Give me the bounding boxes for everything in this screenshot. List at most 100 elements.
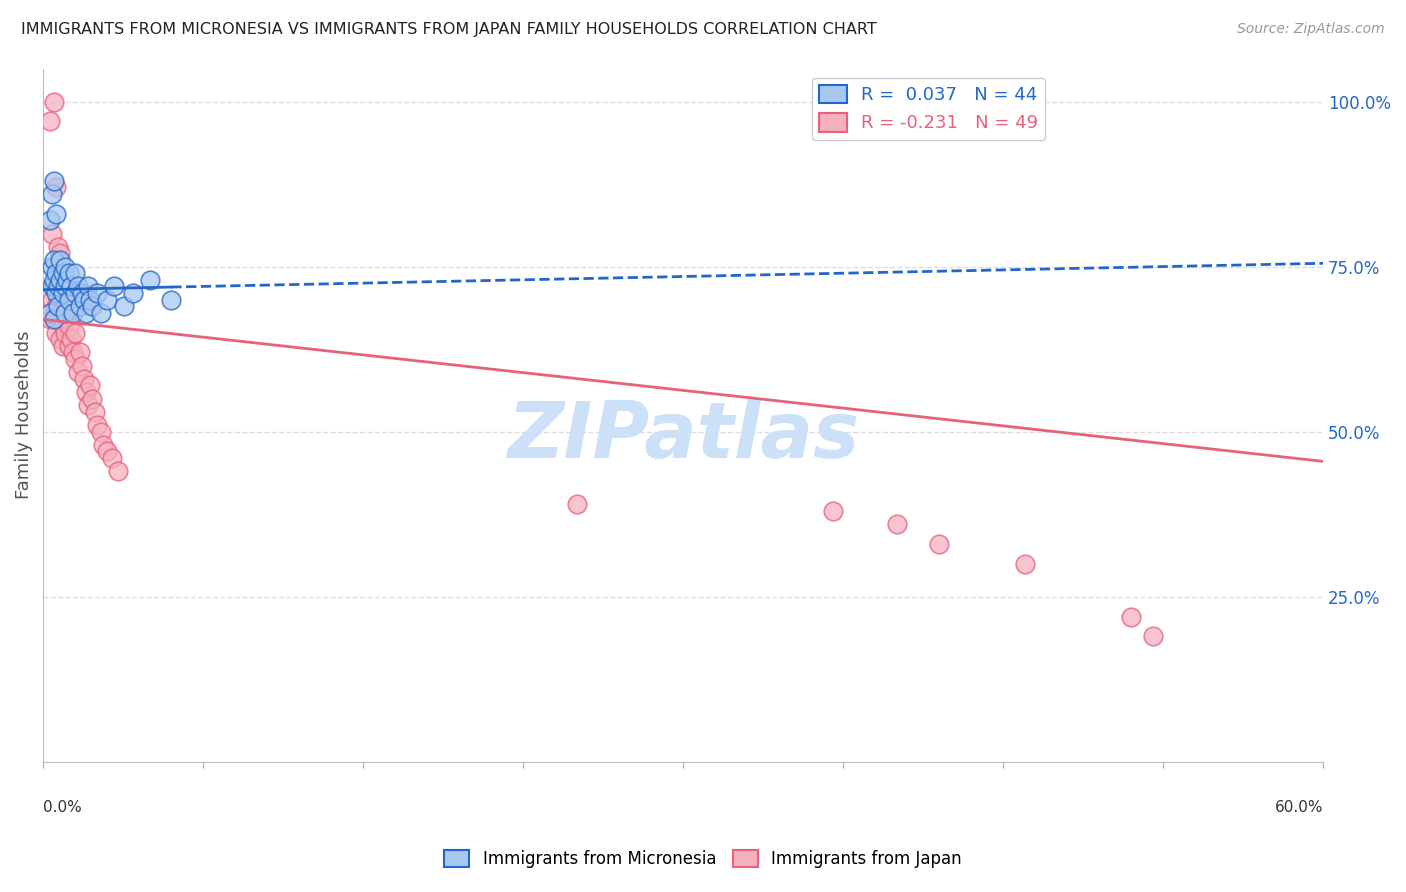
Point [114,299,136,313]
Text: ZIPatlas: ZIPatlas [508,398,859,474]
Point [46,279,69,293]
Point [53,306,76,320]
Text: 60.0%: 60.0% [1275,800,1323,815]
Point [91,438,114,452]
Point [46,240,69,254]
Point [41,293,63,307]
Point [103,279,125,293]
Point [60,332,83,346]
Point [66,279,89,293]
Point [1121,609,1143,624]
Point [65,326,87,340]
Point [86,285,108,300]
Point [45,285,67,300]
Text: 0.0%: 0.0% [44,800,82,815]
Point [52,266,75,280]
Point [53,260,76,274]
Point [58,318,80,333]
Point [73,293,96,307]
Point [73,372,96,386]
Point [821,504,844,518]
Point [45,326,67,340]
Text: Source: ZipAtlas.com: Source: ZipAtlas.com [1237,22,1385,37]
Point [52,318,75,333]
Point [75,385,97,400]
Point [77,279,100,293]
Point [46,299,69,313]
Point [79,378,101,392]
Point [96,444,118,458]
Point [70,359,93,373]
Point [49,332,72,346]
Point [45,207,67,221]
Point [42,252,65,267]
Point [42,279,65,293]
Point [58,266,80,280]
Point [69,345,91,359]
Point [49,246,72,260]
Point [52,339,75,353]
Point [49,252,72,267]
Point [38,114,60,128]
Point [58,293,80,307]
Point [1014,557,1036,571]
Point [65,352,87,367]
Point [41,186,63,201]
Point [42,306,65,320]
Point [38,312,60,326]
Point [53,326,76,340]
Point [160,293,183,307]
Point [77,398,100,412]
Point [56,312,79,326]
Point [46,285,69,300]
Point [100,451,122,466]
Point [53,299,76,313]
Point [90,306,112,320]
Point [86,418,108,433]
Point [49,306,72,320]
Point [66,365,89,379]
Point [42,273,65,287]
Point [60,279,83,293]
Point [45,180,67,194]
Point [65,266,87,280]
Point [49,273,72,287]
Point [79,293,101,307]
Point [42,95,65,109]
Text: IMMIGRANTS FROM MICRONESIA VS IMMIGRANTS FROM JAPAN FAMILY HOUSEHOLDS CORRELATIO: IMMIGRANTS FROM MICRONESIA VS IMMIGRANTS… [21,22,877,37]
Point [565,497,588,511]
Point [139,273,162,287]
Point [90,425,112,439]
Legend: R =  0.037   N = 44, R = -0.231   N = 49: R = 0.037 N = 44, R = -0.231 N = 49 [813,78,1046,140]
Point [928,537,950,551]
Point [96,293,118,307]
Point [41,227,63,241]
Point [56,273,79,287]
Point [41,260,63,274]
Y-axis label: Family Households: Family Households [15,331,32,500]
Point [69,299,91,313]
Point [45,266,67,280]
Point [75,306,97,320]
Legend: Immigrants from Micronesia, Immigrants from Japan: Immigrants from Micronesia, Immigrants f… [437,843,969,875]
Point [38,306,60,320]
Point [38,213,60,227]
Point [70,285,93,300]
Point [62,345,84,359]
Point [52,285,75,300]
Point [107,464,129,478]
Point [1142,629,1164,643]
Point [886,517,908,532]
Point [82,299,104,313]
Point [42,174,65,188]
Point [42,312,65,326]
Point [82,392,104,406]
Point [122,285,145,300]
Point [65,285,87,300]
Point [41,279,63,293]
Point [62,306,84,320]
Point [45,299,67,313]
Point [83,405,105,419]
Point [46,312,69,326]
Point [58,339,80,353]
